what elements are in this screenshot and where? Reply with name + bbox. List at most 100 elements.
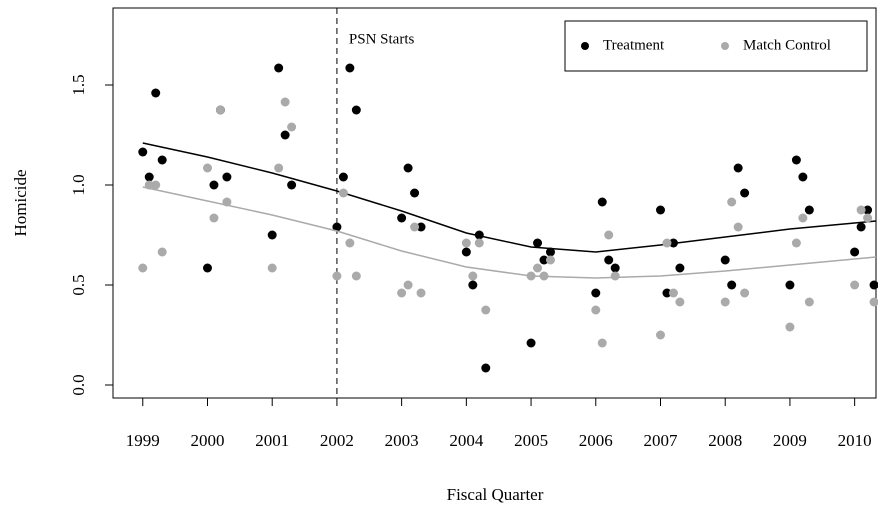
point: [610, 263, 620, 273]
y-tick-label: 0.0: [69, 374, 88, 395]
point: [604, 255, 614, 265]
legend-marker: [721, 42, 729, 50]
point: [468, 280, 478, 290]
point: [332, 271, 342, 281]
y-tick-label: 1.5: [69, 74, 88, 95]
x-tick-label: 2007: [643, 431, 678, 450]
point: [798, 172, 808, 182]
point: [533, 263, 543, 273]
x-tick-label: 2008: [708, 431, 742, 450]
point: [856, 222, 866, 232]
point: [727, 280, 737, 290]
point: [597, 338, 607, 348]
point: [157, 155, 167, 165]
point: [416, 288, 426, 298]
point: [287, 180, 297, 190]
point: [474, 238, 484, 248]
y-tick-label: 1.0: [69, 174, 88, 195]
legend-label: Match Control: [743, 37, 831, 53]
point: [655, 205, 665, 215]
point: [481, 363, 491, 373]
point: [209, 213, 219, 223]
point: [740, 288, 750, 298]
x-tick-label: 1999: [126, 431, 160, 450]
point: [591, 305, 601, 315]
x-tick-label: 2005: [514, 431, 548, 450]
point: [668, 288, 678, 298]
trend-line: [142, 142, 877, 253]
point: [151, 88, 161, 98]
point: [481, 305, 491, 315]
point: [727, 197, 737, 207]
x-tick-label: 2002: [320, 431, 354, 450]
point: [461, 238, 471, 248]
point: [338, 188, 348, 198]
point: [222, 172, 232, 182]
point: [351, 271, 361, 281]
point: [863, 205, 873, 215]
point: [720, 297, 730, 307]
point: [804, 205, 814, 215]
point: [397, 213, 407, 223]
point: [345, 63, 355, 73]
point: [545, 255, 555, 265]
point: [397, 288, 407, 298]
point: [461, 247, 471, 257]
point: [597, 197, 607, 207]
point: [804, 297, 814, 307]
point: [539, 255, 549, 265]
point: [733, 163, 743, 173]
point: [151, 180, 161, 190]
point: [533, 238, 543, 248]
point: [850, 247, 860, 257]
point: [403, 280, 413, 290]
point: [850, 280, 860, 290]
x-tick-label: 2003: [385, 431, 419, 450]
point: [338, 172, 348, 182]
point: [410, 188, 420, 198]
legend-marker: [581, 42, 589, 50]
point: [403, 163, 413, 173]
point: [604, 230, 614, 240]
legend-box: [564, 20, 868, 72]
point: [791, 238, 801, 248]
point: [280, 97, 290, 107]
y-axis-label: Homicide: [11, 169, 30, 236]
point: [267, 263, 277, 273]
point: [416, 222, 426, 232]
point: [138, 263, 148, 273]
point: [675, 297, 685, 307]
point: [274, 63, 284, 73]
point: [280, 130, 290, 140]
x-tick-label: 2000: [190, 431, 224, 450]
point: [468, 271, 478, 281]
point: [785, 322, 795, 332]
point: [332, 222, 342, 232]
legend-label: Treatment: [603, 37, 665, 53]
x-tick-label: 2004: [449, 431, 484, 450]
point: [856, 205, 866, 215]
point: [274, 163, 284, 173]
point: [785, 280, 795, 290]
point: [662, 238, 672, 248]
point: [798, 213, 808, 223]
point: [351, 105, 361, 115]
point: [410, 222, 420, 232]
point: [202, 263, 212, 273]
point: [474, 230, 484, 240]
x-axis-label: Fiscal Quarter: [447, 485, 544, 504]
annotation: PSN Starts: [349, 31, 415, 47]
point: [655, 330, 665, 340]
point: [733, 222, 743, 232]
point: [202, 163, 212, 173]
point: [675, 263, 685, 273]
point: [287, 122, 297, 132]
point: [144, 172, 154, 182]
trend-line: [142, 186, 877, 279]
point: [610, 271, 620, 281]
point: [662, 288, 672, 298]
x-tick-label: 2006: [579, 431, 613, 450]
point: [545, 247, 555, 257]
y-tick-label: 0.5: [69, 274, 88, 295]
